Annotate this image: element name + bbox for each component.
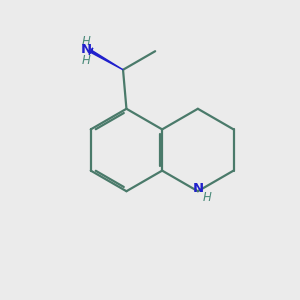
Text: H: H	[82, 54, 91, 67]
Text: N: N	[192, 182, 203, 195]
Polygon shape	[89, 48, 123, 70]
Text: H: H	[82, 35, 91, 48]
Text: H: H	[203, 191, 212, 204]
Text: N: N	[81, 43, 92, 56]
